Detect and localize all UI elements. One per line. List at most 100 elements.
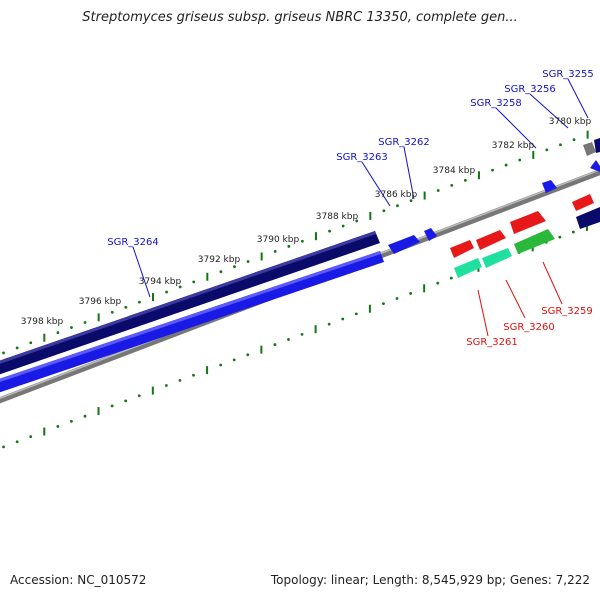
genome-summary-label: Topology: linear; Length: 8,545,929 bp; … [270, 573, 590, 587]
scale-dot [137, 394, 141, 398]
scale-label: 3788 kbp [316, 212, 359, 222]
leader-sgr-3264 [132, 246, 151, 298]
scale-dot [124, 305, 128, 309]
scale-dot [409, 199, 413, 203]
gene-blue-small-3[interactable] [542, 180, 557, 193]
scale-label: 3790 kbp [257, 235, 300, 245]
scale-dot [300, 332, 304, 336]
scale-dot [396, 204, 399, 208]
scale-dot [436, 189, 440, 192]
scale-dot [192, 373, 195, 377]
accession-label: Accession: NC_010572 [10, 573, 147, 587]
gene-label-sgr-3256[interactable]: SGR_3256 [504, 84, 556, 95]
scale-dot [504, 163, 508, 167]
scale-dot [559, 143, 562, 147]
scale-dot [382, 302, 385, 306]
scale-dot [110, 310, 114, 314]
leader-sgr-3258 [495, 107, 537, 149]
scale-dot [2, 351, 5, 355]
scale-dot [409, 292, 412, 295]
leader-sgr-3255 [567, 78, 589, 119]
gene-red-1[interactable] [450, 240, 474, 258]
scale-dot [450, 183, 454, 187]
gene-bar-blue-large[interactable] [0, 251, 384, 394]
gene-label-sgr-3263[interactable]: SGR_3263 [336, 152, 388, 163]
scale-dot [192, 280, 196, 284]
gene-gray-small[interactable] [583, 142, 596, 156]
scale-dot [518, 158, 522, 162]
scale-dot [232, 358, 236, 362]
scale-label: 3780 kbp [549, 117, 592, 127]
scale-dot [273, 249, 277, 253]
gene-bar-blue-large-top [0, 251, 381, 382]
leader-sgr-3263 [361, 161, 391, 207]
scale-dot [395, 297, 399, 300]
scale-dot [273, 343, 277, 346]
scale-dot [178, 378, 182, 382]
scale-dot [124, 399, 128, 403]
gene-label-sgr-3258[interactable]: SGR_3258 [470, 98, 522, 109]
scale-dot [246, 353, 250, 357]
scale-dot [56, 425, 60, 428]
scale-dot [246, 260, 250, 263]
gene-bar-navy-large[interactable] [0, 231, 380, 376]
scale-dot [219, 270, 223, 274]
scale-label: 3796 kbp [79, 297, 122, 307]
gene-navy-right[interactable] [576, 207, 600, 229]
scale-dot [15, 440, 19, 444]
scale-dot [545, 148, 549, 152]
scale-dot [110, 404, 114, 408]
scale-dot [165, 290, 168, 294]
scale-dot [328, 229, 331, 233]
leader-sgr-3256 [529, 93, 569, 129]
scale-dot [15, 346, 19, 350]
upper-scale-dotted-line [2, 130, 589, 355]
gene-label-sgr-3260[interactable]: SGR_3260 [503, 322, 555, 333]
gene-label-sgr-3262[interactable]: SGR_3262 [378, 137, 430, 148]
gene-navy-edge[interactable] [594, 138, 600, 153]
gene-blue-edge[interactable] [590, 160, 600, 172]
gene-label-sgr-3255[interactable]: SGR_3255 [542, 69, 594, 80]
scale-dot [341, 224, 345, 228]
gene-aqua-2[interactable] [482, 248, 512, 268]
scale-label: 3786 kbp [375, 190, 418, 200]
scale-dot [83, 414, 87, 418]
leader-sgr-3261 [477, 289, 489, 337]
scale-label: 3782 kbp [492, 141, 535, 151]
scale-dot [29, 435, 33, 439]
scale-label: 3798 kbp [21, 317, 64, 327]
gene-label-sgr-3259[interactable]: SGR_3259 [541, 306, 593, 317]
scale-dot [382, 209, 386, 213]
scale-dot [56, 331, 60, 335]
gene-label-sgr-3261[interactable]: SGR_3261 [466, 337, 518, 348]
scale-dot [341, 317, 345, 321]
scale-dot [300, 239, 304, 243]
scale-dot [164, 384, 168, 387]
scale-dot [233, 265, 236, 269]
scale-dot [449, 276, 453, 280]
genome-title: Streptomyces griseus subsp. griseus NBRC… [82, 10, 518, 25]
gene-blue-small-2[interactable] [424, 228, 437, 241]
scale-label: 3794 kbp [139, 277, 182, 287]
scale-dot [558, 235, 562, 239]
scale-dot [491, 168, 494, 172]
leader-sgr-3262 [403, 146, 415, 200]
scale-dot [327, 322, 331, 326]
gene-red-4[interactable] [572, 194, 594, 211]
scale-dot [70, 419, 73, 423]
scale-dot [70, 326, 73, 329]
gene-bar-navy-large-top [0, 231, 376, 364]
gene-green-1[interactable] [514, 229, 555, 254]
gene-red-2[interactable] [476, 230, 506, 250]
gene-aqua-1[interactable] [454, 258, 482, 278]
gene-red-3[interactable] [510, 211, 546, 234]
scale-dot [287, 244, 291, 248]
gene-label-sgr-3264[interactable]: SGR_3264 [107, 237, 159, 248]
scale-dot [572, 138, 576, 142]
scale-dot [355, 219, 359, 223]
gene-blue-small-1[interactable] [388, 235, 420, 254]
scale-dot [29, 341, 33, 345]
leader-sgr-3259 [542, 261, 563, 305]
